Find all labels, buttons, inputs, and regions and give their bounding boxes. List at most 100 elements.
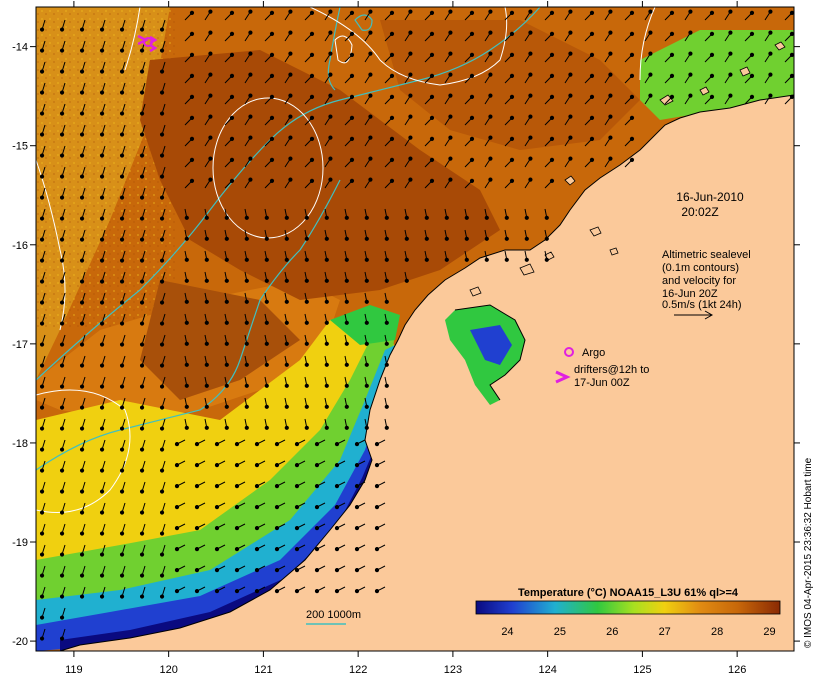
velocity-arrow-head: [728, 51, 733, 56]
velocity-arrow-head: [39, 48, 45, 53]
velocity-arrow-head: [159, 384, 165, 389]
velocity-arrow-head: [648, 51, 653, 56]
velocity-arrow-head: [364, 320, 369, 325]
velocity-arrow-head: [159, 321, 165, 326]
velocity-arrow-head: [354, 504, 360, 510]
velocity-arrow-head: [429, 178, 435, 183]
velocity-arrow-head: [39, 636, 45, 641]
velocity-arrow-head: [648, 72, 653, 77]
velocity-arrow-head: [549, 115, 555, 120]
velocity-arrow-head: [344, 341, 349, 346]
velocity-arrow-head: [334, 483, 340, 489]
svg-text:17-Jun 00Z: 17-Jun 00Z: [574, 377, 630, 389]
velocity-arrow-head: [669, 94, 675, 99]
velocity-arrow-head: [294, 504, 300, 510]
velocity-arrow-head: [709, 94, 715, 99]
velocity-arrow-head: [328, 9, 333, 14]
velocity-arrow-head: [284, 383, 289, 388]
velocity-arrow-head: [669, 73, 675, 78]
velocity-arrow-head: [314, 483, 320, 489]
velocity-arrow-head: [159, 531, 165, 536]
velocity-arrow-head: [368, 114, 373, 119]
velocity-arrow-head: [384, 257, 389, 262]
velocity-arrow-head: [159, 132, 165, 137]
velocity-arrow-head: [99, 531, 105, 536]
velocity-arrow-head: [59, 111, 65, 116]
velocity-arrow-head: [304, 383, 309, 388]
velocity-arrow-head: [99, 195, 105, 200]
velocity-arrow-head: [374, 441, 380, 447]
velocity-arrow-head: [224, 257, 229, 262]
velocity-arrow-head: [224, 425, 229, 430]
velocity-arrow-head: [389, 157, 395, 162]
velocity-arrow-head: [229, 73, 235, 78]
velocity-arrow-head: [444, 257, 449, 262]
velocity-arrow-head: [488, 30, 493, 35]
velocity-arrow-head: [204, 215, 209, 220]
velocity-arrow-head: [374, 483, 380, 489]
velocity-arrow-head: [509, 73, 515, 78]
velocity-arrow-head: [119, 279, 125, 284]
lon-tick-label: 121: [254, 664, 272, 676]
velocity-arrow-head: [79, 447, 85, 452]
velocity-arrow-head: [204, 320, 209, 325]
velocity-arrow-head: [448, 72, 453, 77]
velocity-arrow-head: [509, 136, 515, 141]
velocity-arrow-head: [184, 383, 189, 388]
velocity-arrow-head: [344, 383, 349, 388]
date-label: 16-Jun-2010: [676, 190, 744, 204]
velocity-arrow-head: [214, 567, 220, 573]
velocity-arrow-head: [688, 93, 693, 98]
velocity-arrow-head: [364, 257, 369, 262]
velocity-arrow-head: [294, 441, 300, 447]
velocity-arrow-head: [269, 52, 275, 57]
velocity-arrow-head: [184, 257, 189, 262]
isobath-legend: 200 1000m: [306, 609, 361, 625]
islands: [469, 41, 786, 297]
velocity-arrow-head: [119, 384, 125, 389]
velocity-arrow-head: [274, 504, 280, 510]
velocity-arrow-head: [288, 51, 293, 56]
velocity-arrow-head: [264, 362, 269, 367]
velocity-arrow-head: [174, 525, 180, 531]
lat-tick-label: -20: [12, 636, 28, 648]
velocity-arrow-head: [448, 177, 453, 182]
velocity-arrow-head: [194, 525, 200, 531]
velocity-arrow-head: [384, 320, 389, 325]
velocity-arrow-head: [194, 588, 200, 594]
velocity-arrow-head: [248, 135, 253, 140]
velocity-arrow-head: [669, 52, 675, 57]
velocity-arrow-head: [344, 362, 349, 367]
velocity-arrow-head: [244, 320, 249, 325]
velocity-arrow-head: [304, 278, 309, 283]
velocity-arrow-head: [189, 52, 195, 57]
velocity-arrow-head: [274, 525, 280, 531]
velocity-arrow-head: [528, 93, 533, 98]
velocity-arrow-head: [354, 441, 360, 447]
velocity-arrow-head: [334, 588, 340, 594]
velocity-arrow-head: [408, 9, 413, 14]
velocity-arrow-head: [59, 636, 65, 641]
velocity-arrow-head: [429, 94, 435, 99]
svg-text:16-Jun 20Z: 16-Jun 20Z: [662, 288, 718, 300]
velocity-arrow-head: [244, 383, 249, 388]
velocity-arrow-head: [709, 73, 715, 78]
coastline: [59, 94, 794, 651]
velocity-arrow-head: [264, 425, 269, 430]
lon-tick-label: 119: [65, 664, 83, 676]
velocity-arrow-head: [119, 594, 125, 599]
velocity-arrow-head: [119, 468, 125, 473]
svg-text:(0.1m contours): (0.1m contours): [662, 262, 739, 274]
velocity-arrow-head: [364, 404, 369, 409]
velocity-arrow-head: [119, 153, 125, 158]
velocity-arrow-head: [364, 341, 369, 346]
velocity-arrow-head: [99, 174, 105, 179]
velocity-arrow-head: [59, 258, 65, 263]
velocity-arrow-head: [79, 258, 85, 263]
velocity-arrow-head: [39, 489, 45, 494]
velocity-arrow-head: [234, 462, 240, 468]
velocity-arrow-head: [99, 48, 105, 53]
velocity-arrow-head: [184, 320, 189, 325]
sst-coastal-blue: [36, 410, 385, 651]
velocity-arrow-head: [99, 510, 105, 515]
